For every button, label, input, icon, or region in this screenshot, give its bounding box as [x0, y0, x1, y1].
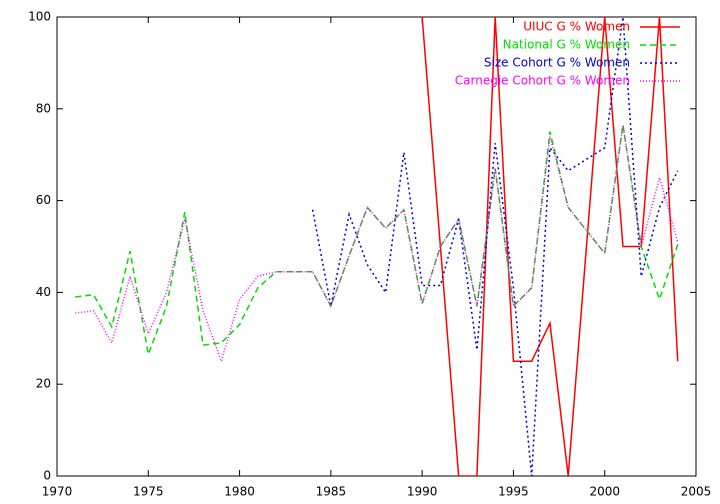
y-tick-label: 60: [36, 193, 51, 207]
x-tick-label: 2005: [681, 485, 712, 499]
legend-label: UIUC G % Women: [523, 20, 630, 34]
x-tick-label: 1990: [407, 485, 438, 499]
plot-area: [75, 17, 679, 476]
series-line: [421, 17, 679, 476]
x-tick-label: 2000: [589, 485, 620, 499]
legend-label: Size Cohort G % Women: [484, 56, 630, 70]
y-tick-label: 0: [43, 469, 51, 483]
legend-label: National G % Women: [503, 38, 630, 52]
series-line: [311, 17, 679, 476]
y-tick-label: 40: [36, 285, 51, 299]
legend-label: Carnegie Cohort G % Women: [455, 74, 630, 88]
y-tick-label: 80: [36, 101, 51, 115]
x-tick-label: 1975: [133, 485, 164, 499]
x-tick-label: 1980: [224, 485, 255, 499]
x-tick-label: 1995: [498, 485, 529, 499]
x-tick-label: 1985: [316, 485, 347, 499]
x-tick-label: 1970: [42, 485, 73, 499]
plot-frame: [56, 16, 697, 477]
y-tick-label: 20: [36, 377, 51, 391]
y-tick-label: 100: [28, 10, 51, 24]
series-line: [75, 124, 679, 364]
